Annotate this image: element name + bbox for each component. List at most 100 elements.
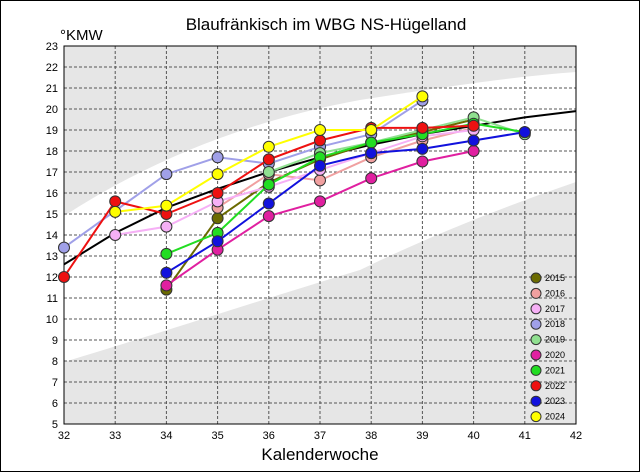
y-tick-label: 8 <box>52 356 58 368</box>
data-point-2022 <box>416 121 429 134</box>
y-tick-label: 23 <box>46 41 58 53</box>
x-tick-label: 38 <box>365 430 377 442</box>
legend-label-2020: 2020 <box>545 350 565 360</box>
data-point-2020 <box>160 279 173 292</box>
data-point-2024 <box>211 168 224 181</box>
x-tick-label: 41 <box>519 430 531 442</box>
series-line-2023 <box>165 131 525 274</box>
grid <box>64 46 576 424</box>
data-point-2022 <box>314 134 326 147</box>
x-tick-label: 42 <box>570 430 582 442</box>
data-point-2020 <box>467 145 480 157</box>
y-tick-label: 17 <box>46 167 58 179</box>
legend-label-2015: 2015 <box>545 273 565 283</box>
data-point-2021 <box>160 247 173 260</box>
data-point-2022 <box>211 187 224 199</box>
data-point-2022 <box>109 195 122 208</box>
x-tick-label: 35 <box>211 430 223 442</box>
data-point-2022 <box>58 271 70 283</box>
legend-label-2016: 2016 <box>545 288 565 298</box>
data-point-2019 <box>262 166 275 178</box>
data-point-2020 <box>314 195 326 208</box>
data-point-2024 <box>365 124 378 136</box>
data-point-2022 <box>262 153 275 166</box>
x-tick-label: 34 <box>160 430 172 442</box>
x-tick-label: 36 <box>263 430 275 442</box>
legend: 2015 2016 2017 2018 2019 2020 2021 2022 2023 2024 <box>530 272 565 423</box>
series-2020 <box>160 145 480 292</box>
y-tick-label: 18 <box>46 146 58 158</box>
data-point-2020 <box>262 210 275 223</box>
y-tick-label: 14 <box>46 230 58 242</box>
y-tick-label: 21 <box>46 83 58 95</box>
legend-marker-2024 <box>530 411 542 423</box>
legend-marker-2016 <box>530 287 542 299</box>
series-2024 <box>109 90 429 218</box>
series <box>58 90 531 296</box>
legend-marker-2015 <box>530 272 542 284</box>
legend-marker-2023 <box>530 395 542 407</box>
data-point-2020 <box>365 172 378 185</box>
legend-label-2019: 2019 <box>545 335 565 345</box>
legend-marker-2022 <box>530 380 542 392</box>
data-point-2023 <box>365 147 378 160</box>
y-tick-label: 13 <box>46 251 58 263</box>
series-2023 <box>160 126 531 279</box>
y-tick-label: 5 <box>52 419 58 431</box>
plot-area-border <box>63 45 577 425</box>
legend-marker-2018 <box>530 318 542 330</box>
data-point-2017 <box>109 229 122 241</box>
y-tick-label: 12 <box>46 272 58 284</box>
legend-marker-2021 <box>530 364 542 376</box>
data-point-2021 <box>262 178 275 191</box>
data-point-2023 <box>518 126 531 139</box>
chart-title: Blaufränkisch im WBG NS-Hügelland <box>186 15 467 34</box>
legend-label-2022: 2022 <box>545 381 565 391</box>
legend-label-2021: 2021 <box>545 365 565 375</box>
data-point-2016 <box>314 174 326 187</box>
x-axis-label: Kalenderwoche <box>261 445 378 464</box>
x-tick-label: 33 <box>109 430 121 442</box>
series-line-2016 <box>217 126 474 209</box>
data-point-2024 <box>160 199 173 212</box>
data-point-2023 <box>262 197 275 210</box>
data-point-2024 <box>314 124 326 136</box>
data-point-2017 <box>160 220 173 233</box>
data-point-2021 <box>365 136 378 149</box>
legend-marker-2019 <box>530 334 542 346</box>
legend-label-2024: 2024 <box>545 412 565 422</box>
y-tick-label: 22 <box>46 62 58 74</box>
data-point-2023 <box>211 235 224 248</box>
y-tick-label: 16 <box>46 188 58 200</box>
data-point-2018 <box>160 168 173 181</box>
y-tick-label: 10 <box>46 314 58 326</box>
legend-marker-2017 <box>530 303 542 315</box>
legend-label-2018: 2018 <box>545 319 565 329</box>
data-point-2023 <box>160 266 173 279</box>
legend-label-2023: 2023 <box>545 396 565 406</box>
data-point-2023 <box>416 142 429 155</box>
x-tick-label: 40 <box>467 430 479 442</box>
x-tick-label: 32 <box>58 430 70 442</box>
y-tick-label: 20 <box>46 104 58 116</box>
y-axis-label: °KMW <box>60 27 103 44</box>
series-2022 <box>58 119 480 283</box>
data-point-2024 <box>416 90 429 103</box>
y-tick-label: 6 <box>52 398 58 410</box>
x-tick-label: 37 <box>314 430 326 442</box>
legend-marker-2020 <box>530 349 542 361</box>
data-point-2024 <box>262 140 275 153</box>
data-point-2022 <box>467 119 480 132</box>
y-tick-label: 7 <box>52 377 58 389</box>
data-point-2015 <box>211 212 224 225</box>
y-tick-label: 9 <box>52 335 58 347</box>
y-tick-label: 11 <box>47 293 58 305</box>
legend-label-2017: 2017 <box>545 304 565 314</box>
series-line-2019 <box>268 116 526 173</box>
data-point-2018 <box>58 241 70 254</box>
data-point-2018 <box>211 151 224 164</box>
y-tick-label: 19 <box>46 125 58 137</box>
series-line-2017 <box>115 129 474 236</box>
data-point-2020 <box>416 155 429 168</box>
